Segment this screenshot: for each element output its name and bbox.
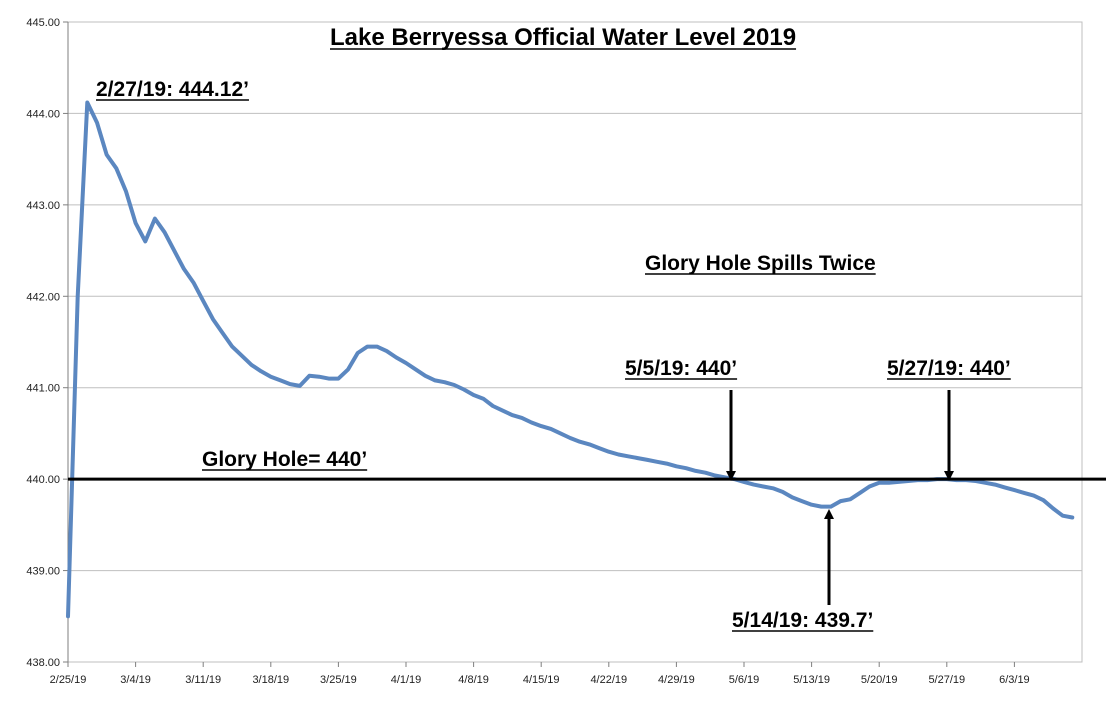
x-tick-label: 3/4/19 xyxy=(120,674,151,686)
x-tick-label: 4/8/19 xyxy=(458,674,489,686)
annotation-may5: 5/5/19: 440’ xyxy=(625,357,737,380)
x-tick-label: 4/15/19 xyxy=(523,674,560,686)
x-tick-label: 3/25/19 xyxy=(320,674,357,686)
annotation-peak: 2/27/19: 444.12’ xyxy=(96,78,249,101)
x-tick-label: 5/20/19 xyxy=(861,674,898,686)
axes: 438.00 439.00 440.00 441.00 442.00 443.00 444.… xyxy=(26,17,1083,686)
x-tick-label: 2/25/19 xyxy=(50,674,87,686)
annotation-may14: 5/14/19: 439.7’ xyxy=(732,609,873,632)
series-line-water-level xyxy=(66,100,1075,619)
y-tick-label: 439.00 xyxy=(26,566,60,578)
x-tick-label: 5/27/19 xyxy=(928,674,965,686)
y-tick-label: 445.00 xyxy=(26,17,60,29)
x-tick-label: 5/6/19 xyxy=(729,674,760,686)
x-tick-label: 4/22/19 xyxy=(590,674,627,686)
series-layer xyxy=(66,100,1075,619)
y-tick-label: 440.00 xyxy=(26,474,60,486)
annotation-may27: 5/27/19: 440’ xyxy=(887,357,1011,380)
annotations-layer: Lake Berryessa Official Water Level 2019… xyxy=(96,24,1011,632)
y-tick-label: 438.00 xyxy=(26,657,60,669)
x-tick-label: 5/13/19 xyxy=(793,674,830,686)
x-tick-label: 4/29/19 xyxy=(658,674,695,686)
x-tick-label: 3/18/19 xyxy=(252,674,289,686)
x-tick-label: 6/3/19 xyxy=(999,674,1030,686)
y-tick-label: 441.00 xyxy=(26,383,60,395)
y-tick-label: 444.00 xyxy=(26,108,60,120)
glory-hole-label: Glory Hole= 440’ xyxy=(202,448,367,471)
x-tick-label: 3/11/19 xyxy=(185,674,221,686)
x-tick-label: 4/1/19 xyxy=(391,674,422,686)
y-tick-label: 442.00 xyxy=(26,291,60,303)
y-tick-label: 443.00 xyxy=(26,200,60,212)
annotation-spills: Glory Hole Spills Twice xyxy=(645,252,876,275)
chart-title: Lake Berryessa Official Water Level 2019 xyxy=(330,24,796,51)
